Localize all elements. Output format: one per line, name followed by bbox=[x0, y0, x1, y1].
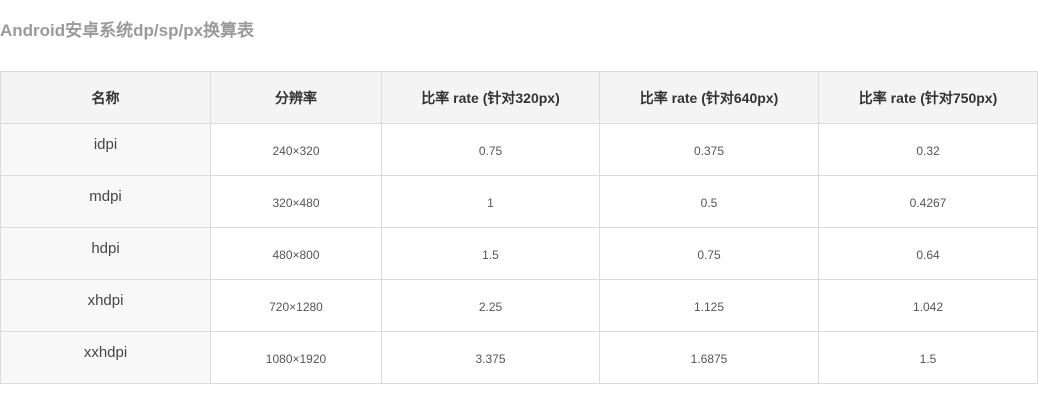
rate-320-cell: 2.25 bbox=[381, 279, 600, 332]
density-name-cell: idpi bbox=[0, 123, 211, 176]
page-title: Android安卓系统dp/sp/px换算表 bbox=[0, 21, 255, 40]
density-name-cell: xxhdpi bbox=[0, 331, 211, 384]
table-row: idpi 240×320 0.75 0.375 0.32 bbox=[0, 123, 1038, 176]
resolution-cell: 240×320 bbox=[210, 123, 382, 176]
resolution-cell: 1080×1920 bbox=[210, 331, 382, 384]
rate-640-cell: 0.375 bbox=[599, 123, 819, 176]
header-rate-640: 比率 rate (针对640px) bbox=[599, 71, 819, 124]
resolution-cell: 320×480 bbox=[210, 175, 382, 228]
table-row: mdpi 320×480 1 0.5 0.4267 bbox=[0, 175, 1038, 228]
rate-750-cell: 1.042 bbox=[818, 279, 1038, 332]
header-rate-320: 比率 rate (针对320px) bbox=[381, 71, 600, 124]
table-header-row: 名称 分辨率 比率 rate (针对320px) 比率 rate (针对640p… bbox=[0, 71, 1038, 124]
header-name: 名称 bbox=[0, 71, 211, 124]
rate-320-cell: 3.375 bbox=[381, 331, 600, 384]
table-row: hdpi 480×800 1.5 0.75 0.64 bbox=[0, 227, 1038, 280]
rate-750-cell: 0.64 bbox=[818, 227, 1038, 280]
density-name-cell: mdpi bbox=[0, 175, 211, 228]
header-resolution: 分辨率 bbox=[210, 71, 382, 124]
resolution-cell: 480×800 bbox=[210, 227, 382, 280]
rate-640-cell: 1.6875 bbox=[599, 331, 819, 384]
rate-750-cell: 0.4267 bbox=[818, 175, 1038, 228]
rate-750-cell: 0.32 bbox=[818, 123, 1038, 176]
rate-320-cell: 1.5 bbox=[381, 227, 600, 280]
density-name-cell: hdpi bbox=[0, 227, 211, 280]
rate-750-cell: 1.5 bbox=[818, 331, 1038, 384]
rate-640-cell: 1.125 bbox=[599, 279, 819, 332]
density-name-cell: xhdpi bbox=[0, 279, 211, 332]
conversion-table-container: 名称 分辨率 比率 rate (针对320px) 比率 rate (针对640p… bbox=[0, 71, 1038, 384]
header-rate-750: 比率 rate (针对750px) bbox=[818, 71, 1038, 124]
table-row: xxhdpi 1080×1920 3.375 1.6875 1.5 bbox=[0, 331, 1038, 384]
table-row: xhdpi 720×1280 2.25 1.125 1.042 bbox=[0, 279, 1038, 332]
rate-320-cell: 0.75 bbox=[381, 123, 600, 176]
rate-320-cell: 1 bbox=[381, 175, 600, 228]
resolution-cell: 720×1280 bbox=[210, 279, 382, 332]
rate-640-cell: 0.75 bbox=[599, 227, 819, 280]
rate-640-cell: 0.5 bbox=[599, 175, 819, 228]
conversion-table: 名称 分辨率 比率 rate (针对320px) 比率 rate (针对640p… bbox=[0, 71, 1038, 384]
